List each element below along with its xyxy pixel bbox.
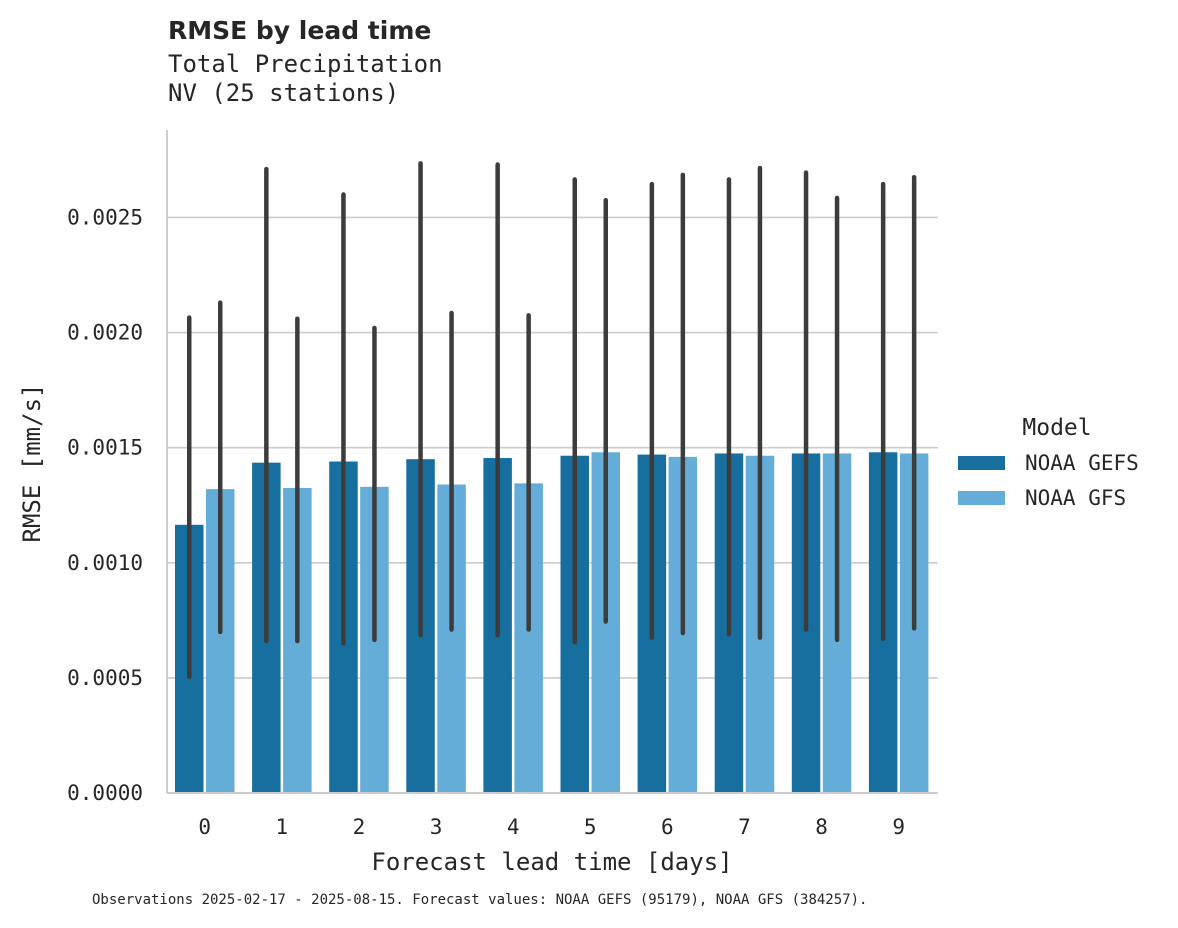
chart-subtitle-variable: Total Precipitation bbox=[168, 50, 443, 78]
x-tick-label: 7 bbox=[738, 815, 751, 839]
y-tick-label: 0.0010 bbox=[67, 551, 143, 575]
axes bbox=[166, 130, 938, 794]
x-tick-label: 5 bbox=[584, 815, 597, 839]
y-tick-label: 0.0005 bbox=[67, 666, 143, 690]
x-tick-label: 8 bbox=[815, 815, 828, 839]
x-tick-label: 0 bbox=[198, 815, 211, 839]
x-tick-label: 4 bbox=[507, 815, 520, 839]
bars bbox=[175, 452, 929, 793]
legend-label-gefs: NOAA GEFS bbox=[1025, 451, 1139, 475]
tick-labels: 0.0000 0.0005 0.0010 0.0015 0.0020 0.0025 0 1 2 3… bbox=[67, 205, 905, 839]
legend-swatch-gfs bbox=[958, 491, 1005, 505]
x-tick-label: 1 bbox=[276, 815, 289, 839]
x-tick-label: 3 bbox=[430, 815, 443, 839]
y-tick-label: 0.0025 bbox=[67, 205, 143, 229]
legend-swatch-gefs bbox=[958, 456, 1005, 470]
x-tick-label: 2 bbox=[353, 815, 366, 839]
y-tick-label: 0.0000 bbox=[67, 781, 143, 805]
legend: Model NOAA GEFS NOAA GFS bbox=[958, 415, 1139, 510]
grid-lines bbox=[167, 216, 938, 679]
y-tick-label: 0.0015 bbox=[67, 436, 143, 460]
y-axis-title: RMSE [mm/s] bbox=[18, 384, 46, 543]
x-tick-label: 6 bbox=[661, 815, 674, 839]
footnote: Observations 2025-02-17 - 2025-08-15. Fo… bbox=[92, 892, 868, 908]
legend-title: Model bbox=[1022, 415, 1091, 441]
x-tick-label: 9 bbox=[892, 815, 905, 839]
chart-title: RMSE by lead time bbox=[168, 16, 432, 45]
error-bars bbox=[187, 161, 917, 679]
legend-label-gfs: NOAA GFS bbox=[1025, 486, 1126, 510]
x-axis-title: Forecast lead time [days] bbox=[371, 848, 732, 876]
y-tick-label: 0.0020 bbox=[67, 321, 143, 345]
chart-subtitle-region: NV (25 stations) bbox=[168, 79, 400, 107]
